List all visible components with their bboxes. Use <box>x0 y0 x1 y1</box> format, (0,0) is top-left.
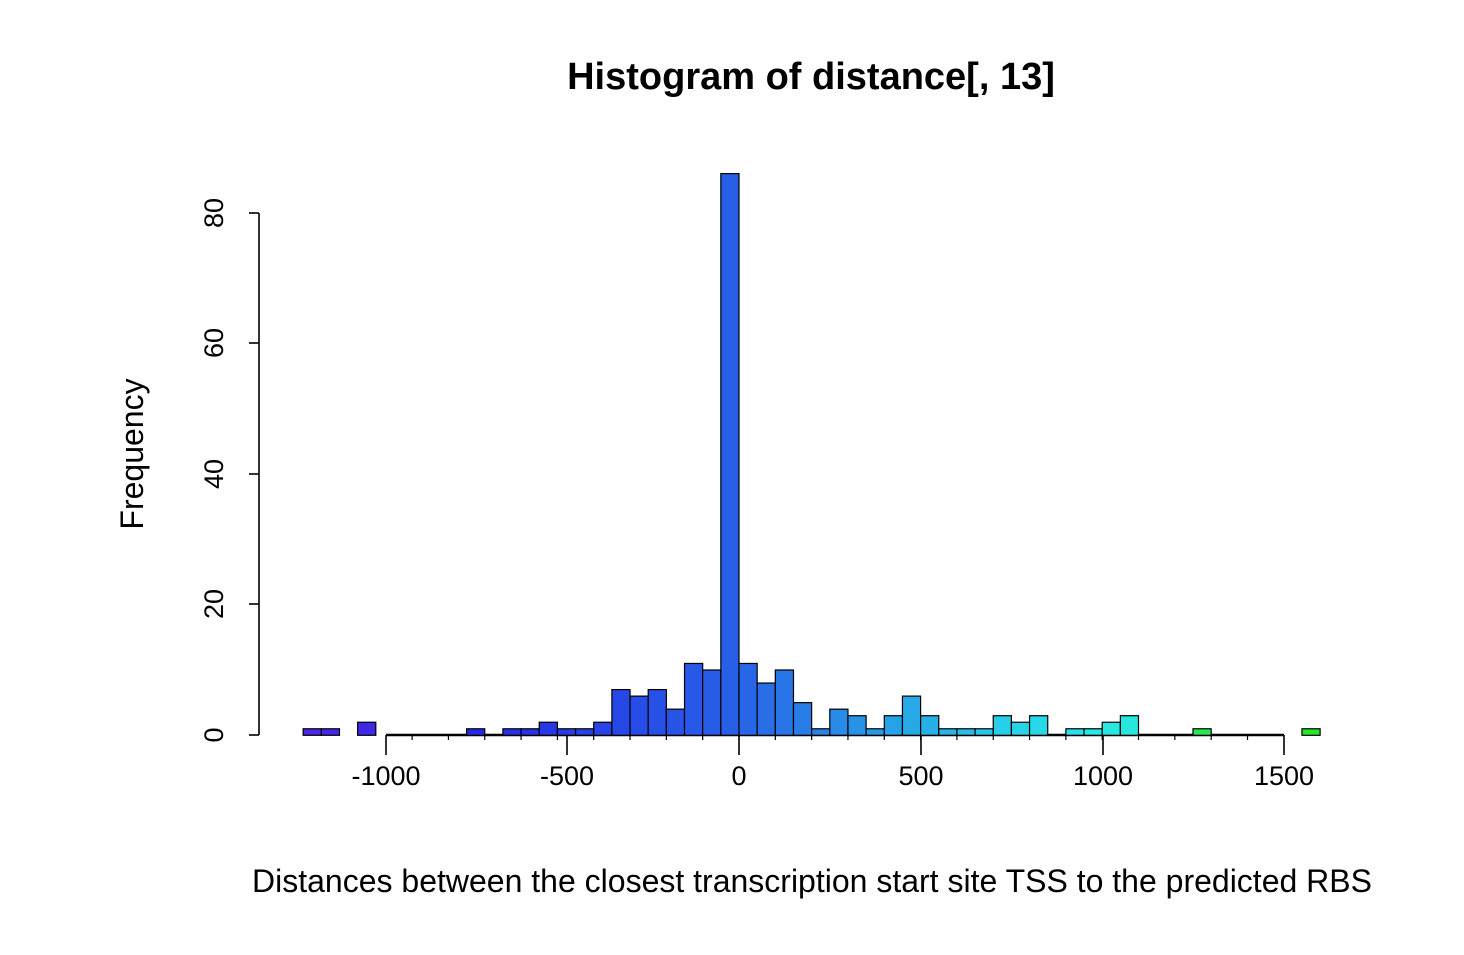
svg-text:0: 0 <box>731 761 746 791</box>
svg-text:Frequency: Frequency <box>114 378 150 529</box>
svg-text:-1000: -1000 <box>351 761 420 791</box>
svg-text:500: 500 <box>898 761 943 791</box>
svg-text:40: 40 <box>199 459 229 489</box>
svg-text:1500: 1500 <box>1254 761 1314 791</box>
svg-text:0: 0 <box>199 727 229 742</box>
svg-text:1000: 1000 <box>1073 761 1133 791</box>
svg-text:80: 80 <box>199 198 229 228</box>
svg-text:60: 60 <box>199 328 229 358</box>
svg-text:Distances between the closest: Distances between the closest transcript… <box>252 863 1372 899</box>
svg-text:20: 20 <box>199 589 229 619</box>
svg-text:-500: -500 <box>540 761 594 791</box>
svg-text:Histogram of distance[, 13]: Histogram of distance[, 13] <box>567 56 1055 98</box>
